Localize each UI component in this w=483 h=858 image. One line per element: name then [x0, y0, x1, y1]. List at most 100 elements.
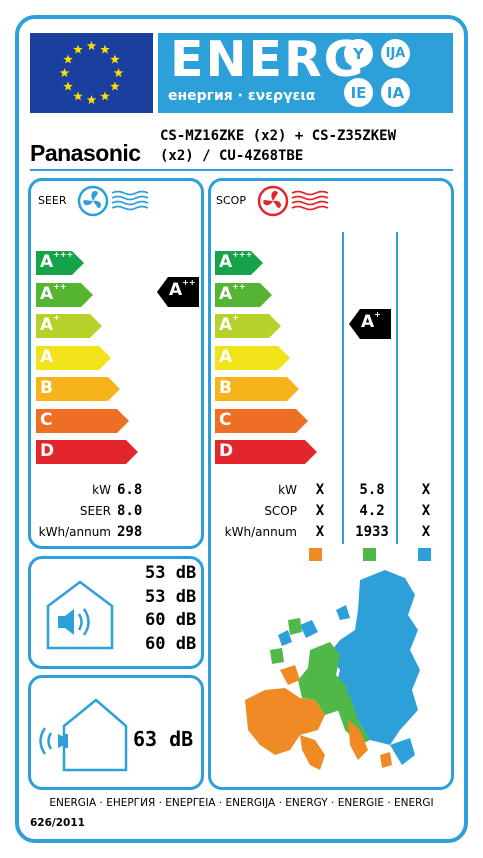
footer-languages: ENERGIA · ЕНЕРГИЯ · ΕΝΕΡΓΕΙΑ · ENERGIJA … [49, 797, 434, 809]
eu-star-icon [100, 44, 110, 54]
scop-class-label: A++ [219, 281, 246, 304]
model-number: CS-MZ16ZKE (x2) + CS-Z35ZKEW (x2) / CU-4… [160, 126, 396, 166]
indoor-noise-value: 60 dB [145, 633, 197, 654]
brand-name: Panasonic [30, 140, 141, 166]
seer-row-value: 298 [117, 524, 143, 540]
seer-class-label: A [40, 346, 54, 367]
eu-flag [30, 33, 153, 113]
seer-row-value: 8.0 [117, 503, 143, 519]
regulation-number: 626/2011 [30, 817, 85, 829]
eu-star-icon [110, 81, 120, 91]
column-divider [342, 232, 344, 544]
heating-panel [208, 178, 454, 790]
outdoor-noise-value: 63 dB [133, 727, 194, 751]
scop-row-value: X [315, 503, 325, 519]
seer-class-bar: A+ [36, 313, 102, 338]
indoor-speaker-house-icon [46, 580, 114, 650]
model-line: (x2) / CU-4Z68TBE [160, 148, 304, 164]
indoor-noise-value: 60 dB [145, 610, 197, 630]
eu-star-icon [73, 91, 83, 101]
seer-class-bar: B [36, 377, 120, 401]
indoor-noise-panel [28, 556, 204, 669]
scop-row-value: X [421, 524, 431, 540]
scop-rating-letter: A+ [361, 310, 381, 332]
scop-class-label: D [219, 441, 234, 461]
indoor-noise-value: 53 dB [145, 586, 197, 607]
scop-row-value: 4.2 [359, 503, 385, 519]
eu-star-icon [73, 44, 83, 54]
scop-row-value: X [421, 503, 431, 519]
outdoor-noise-panel [28, 675, 204, 790]
indoor-noise-value: 53 dB [145, 563, 197, 583]
eu-star-icon [113, 68, 124, 77]
scop-title: SCOP [216, 194, 246, 207]
energy-subtitle: енергия · ενεργεια [168, 88, 316, 104]
scop-row-value: 5.8 [359, 482, 385, 498]
seer-class-label: A+++ [40, 250, 74, 272]
divider [30, 169, 453, 171]
scop-class-label: A+++ [219, 250, 253, 272]
scop-class-bar: A+ [215, 313, 281, 338]
scop-rating-indicator: A+ [349, 309, 391, 339]
seer-rating-indicator: A++ [157, 277, 199, 307]
label-frame [15, 15, 468, 843]
model-line: CS-MZ16ZKE (x2) + CS-Z35ZKEW [160, 128, 397, 144]
seer-class-label: B [40, 378, 53, 398]
eu-star-icon [110, 54, 120, 64]
seer-class-label: C [40, 409, 53, 430]
seer-class-bar: A+++ [36, 250, 84, 275]
seer-class-bar: C [36, 408, 129, 433]
scop-row-label: SCOP [264, 504, 297, 518]
scop-class-bar: A+++ [215, 250, 263, 275]
outdoor-speaker-house-icon [39, 698, 128, 772]
seer-class-bar: A [36, 345, 111, 370]
zone-swatch-warmer [309, 548, 322, 561]
cooling-panel [28, 178, 204, 549]
scop-class-bar: A [215, 345, 290, 370]
seer-class-label: D [40, 441, 55, 461]
seer-class-label: A+ [40, 313, 60, 335]
energy-header: ENERG енергия · ενεργεια Y IJA IE IA [158, 33, 453, 113]
scop-class-label: A+ [219, 313, 239, 335]
eu-star-icon [63, 54, 73, 64]
eu-star-icon [100, 91, 110, 101]
seer-title: SEER [38, 194, 67, 207]
scop-class-label: A [219, 346, 233, 367]
seer-class-bar: D [36, 440, 138, 464]
scop-row-label: kW [278, 483, 297, 497]
language-badge: IA [381, 78, 410, 107]
scop-class-label: C [219, 409, 232, 430]
cooling-fan-icon [77, 185, 149, 217]
scop-class-bar: A++ [215, 281, 272, 307]
zone-swatch-colder [418, 548, 431, 561]
language-badge: IE [344, 78, 373, 107]
scop-class-bar: B [215, 377, 299, 401]
seer-row-label: SEER [79, 504, 111, 518]
eu-star-icon [86, 41, 97, 50]
europe-climate-map [245, 570, 420, 770]
language-badge: Y [344, 39, 373, 68]
eu-stars-icon [59, 41, 124, 104]
column-divider [396, 232, 398, 544]
energy-title: ENERG [170, 31, 366, 88]
seer-row-label: kW [92, 483, 111, 497]
heating-fan-icon [257, 185, 329, 217]
zone-swatch-average [363, 548, 376, 561]
seer-rating-letter: A++ [169, 278, 196, 300]
scop-class-bar: C [215, 408, 308, 433]
eu-star-icon [59, 68, 70, 77]
scop-row-value: X [315, 524, 325, 540]
seer-row-label: kWh/annum [38, 525, 111, 539]
scop-row-value: X [421, 482, 431, 498]
eu-star-icon [63, 81, 73, 91]
scop-row-value: X [315, 482, 325, 498]
scop-row-label: kWh/annum [224, 525, 297, 539]
scop-class-label: B [219, 378, 232, 398]
seer-class-label: A++ [40, 281, 67, 304]
eu-star-icon [86, 95, 97, 104]
scop-class-bar: D [215, 440, 317, 464]
scop-row-value: 1933 [355, 524, 389, 540]
language-badge: IJA [381, 39, 410, 68]
seer-row-value: 6.8 [117, 482, 143, 498]
seer-class-bar: A++ [36, 281, 93, 307]
